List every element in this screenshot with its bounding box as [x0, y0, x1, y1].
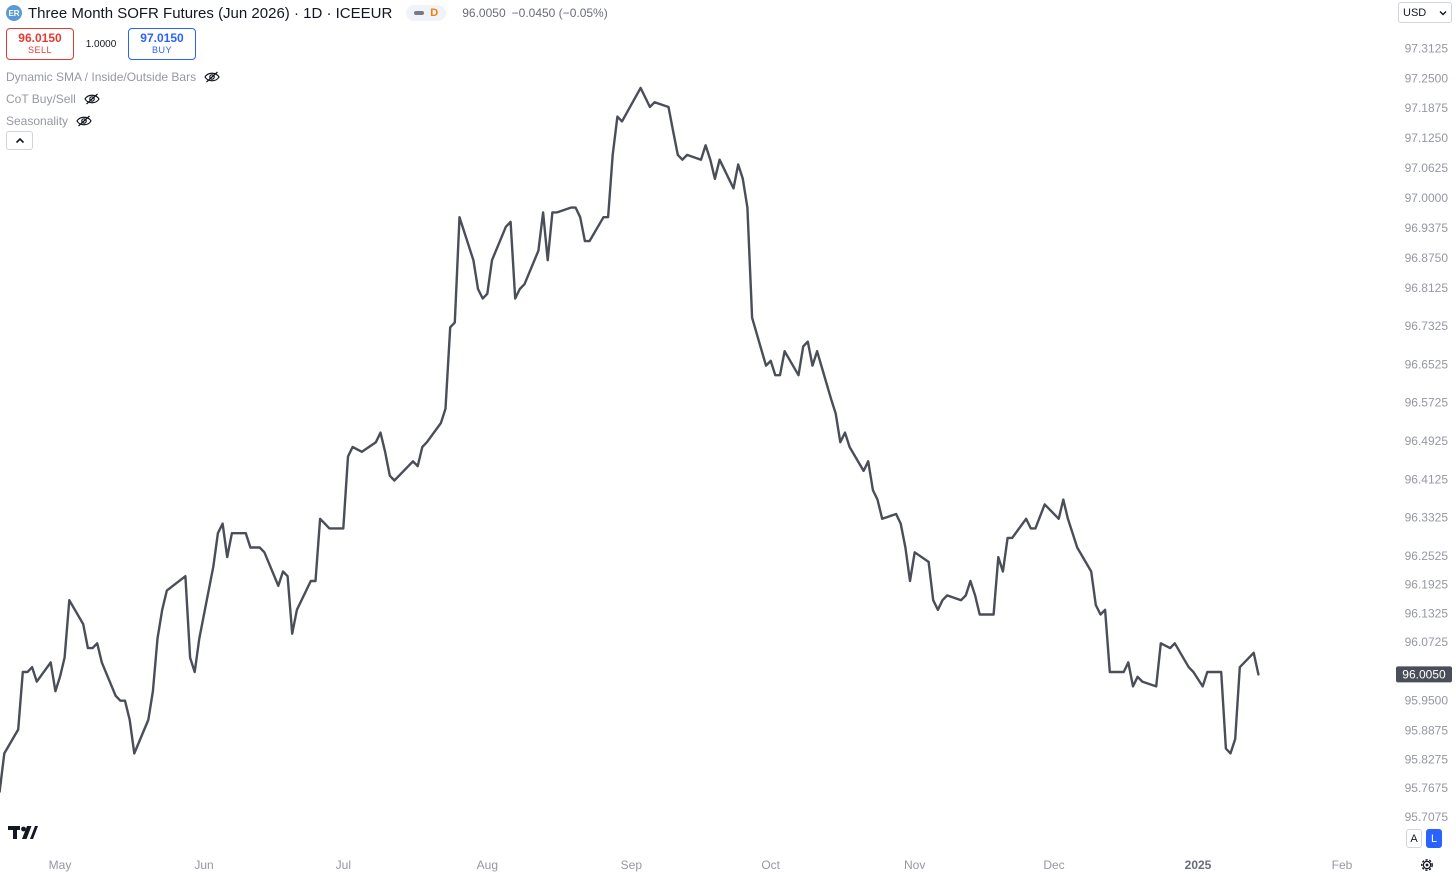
currency-select[interactable]: USD — [1398, 2, 1452, 23]
y-tick-label: 96.1325 — [1405, 606, 1449, 620]
x-tick-label: May — [49, 858, 72, 872]
y-tick-label: 97.3125 — [1405, 41, 1449, 55]
y-tick-label: 96.9375 — [1405, 221, 1449, 235]
market-status-badge[interactable]: D — [406, 5, 447, 21]
x-tick-label: Jul — [336, 858, 351, 872]
market-status-icon — [414, 11, 425, 15]
delayed-badge: D — [430, 7, 439, 19]
auto-scale-button[interactable]: A — [1406, 829, 1422, 848]
symbol-title[interactable]: Three Month SOFR Futures (Jun 2026) · 1D… — [28, 4, 393, 22]
y-tick-label: 96.3325 — [1405, 511, 1449, 525]
y-tick-label: 96.6525 — [1405, 357, 1449, 371]
buy-price: 97.0150 — [140, 31, 184, 46]
collapse-legend-button[interactable] — [6, 131, 33, 150]
chevron-up-icon — [15, 137, 24, 144]
log-scale-button[interactable]: L — [1426, 829, 1442, 848]
y-tick-label: 97.0000 — [1405, 191, 1449, 205]
y-tick-label: 95.7075 — [1405, 810, 1449, 824]
buy-button[interactable]: 97.0150 BUY — [128, 28, 196, 60]
sell-label: SELL — [27, 44, 53, 55]
symbol-header: ER Three Month SOFR Futures (Jun 2026) ·… — [6, 3, 608, 23]
y-tick-label: 95.7675 — [1405, 781, 1449, 795]
exchange-logo-icon: ER — [6, 5, 22, 21]
price-series-line — [0, 86, 1260, 793]
settings-gear-icon[interactable] — [1419, 857, 1435, 873]
y-tick-label: 96.4925 — [1405, 434, 1449, 448]
sell-price: 96.0150 — [18, 31, 62, 46]
y-tick-label: 96.5725 — [1405, 396, 1449, 410]
chevron-down-icon — [1439, 10, 1447, 15]
x-tick-label: Jun — [194, 858, 213, 872]
y-tick-label: 95.9500 — [1405, 694, 1449, 708]
currency-value: USD — [1403, 6, 1427, 19]
sell-button[interactable]: 96.0150 SELL — [6, 28, 74, 60]
x-tick-label: Dec — [1043, 858, 1064, 872]
scale-buttons: A L — [1406, 829, 1442, 848]
y-tick-label: 96.7325 — [1405, 319, 1449, 333]
x-tick-label: Sep — [621, 858, 643, 872]
y-tick-label: 97.1875 — [1405, 101, 1449, 115]
y-tick-label: 96.8125 — [1405, 281, 1449, 295]
last-price-label-bg — [1396, 666, 1452, 683]
indicator-label: Seasonality — [6, 114, 69, 128]
last-price-label: 96.0050 — [1402, 667, 1446, 681]
last-price: 96.0050 — [462, 6, 506, 20]
y-tick-label: 97.2500 — [1405, 71, 1449, 85]
indicator-seasonality[interactable]: Seasonality — [6, 110, 220, 132]
y-tick-label: 96.8750 — [1405, 251, 1449, 265]
y-tick-label: 95.8275 — [1405, 752, 1449, 766]
quote-values: 96.0050 −0.0450 (−0.05%) — [462, 6, 607, 20]
eye-crossed-icon[interactable] — [204, 71, 220, 83]
eye-crossed-icon[interactable] — [84, 93, 100, 105]
indicator-dynamic-sma[interactable]: Dynamic SMA / Inside/Outside Bars — [6, 66, 220, 88]
tradingview-logo-icon[interactable] — [8, 824, 38, 840]
indicator-label: Dynamic SMA / Inside/Outside Bars — [6, 70, 197, 84]
eye-crossed-icon[interactable] — [76, 115, 92, 127]
x-tick-label: Oct — [761, 858, 780, 872]
y-tick-label: 96.0725 — [1405, 635, 1449, 649]
x-tick-label: 2025 — [1185, 858, 1212, 872]
indicator-cot[interactable]: CoT Buy/Sell — [6, 88, 220, 110]
indicator-legend: Dynamic SMA / Inside/Outside Bars CoT Bu… — [6, 66, 220, 132]
x-tick-label: Nov — [904, 858, 925, 872]
buy-label: BUY — [151, 44, 172, 55]
x-tick-label: Feb — [1332, 858, 1353, 872]
trade-panel: 96.0150 SELL 1.0000 97.0150 BUY — [6, 28, 196, 60]
y-tick-label: 96.4125 — [1405, 472, 1449, 486]
quantity-value[interactable]: 1.0000 — [85, 38, 117, 50]
y-tick-label: 95.8875 — [1405, 724, 1449, 738]
y-tick-label: 96.2525 — [1405, 549, 1449, 563]
y-tick-label: 97.0625 — [1405, 161, 1449, 175]
x-tick-label: Aug — [477, 858, 498, 872]
y-tick-label: 97.1250 — [1405, 131, 1449, 145]
price-change: −0.0450 (−0.05%) — [511, 6, 608, 20]
y-tick-label: 96.1925 — [1405, 578, 1449, 592]
indicator-label: CoT Buy/Sell — [6, 92, 76, 106]
